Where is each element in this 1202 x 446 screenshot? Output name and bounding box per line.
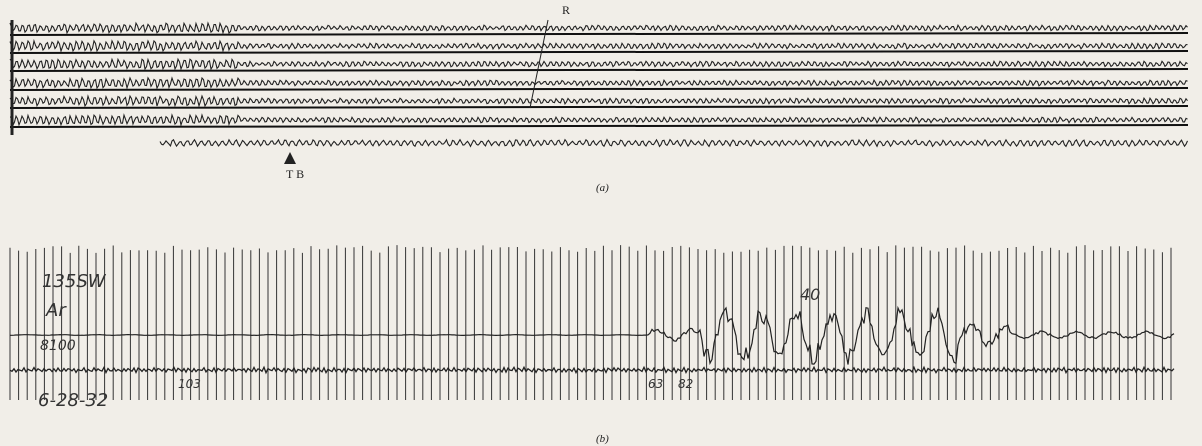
component-label: Ar — [45, 300, 67, 321]
label-tb: T B — [286, 167, 304, 181]
seismogram-a — [9, 20, 1189, 148]
pointer-arrow — [284, 152, 296, 164]
trace — [9, 87, 1189, 91]
trace — [9, 76, 1188, 90]
label-r: R — [562, 3, 570, 17]
trace — [9, 68, 1189, 72]
trace — [9, 124, 1189, 128]
trace — [9, 38, 1188, 53]
trace — [9, 365, 1175, 375]
trace — [9, 32, 1189, 36]
pointer-line — [529, 19, 549, 109]
top-mark: 40 — [800, 285, 820, 304]
station-label: 135SW — [42, 271, 107, 292]
caption-a: (a) — [596, 182, 609, 194]
time-mark: 82 — [678, 377, 693, 391]
trace — [9, 21, 1188, 35]
trace — [9, 105, 1189, 109]
trace — [9, 50, 1189, 54]
trace — [9, 94, 1188, 108]
trace — [9, 57, 1188, 71]
time-mark: 103 — [178, 377, 201, 391]
date-label: 6-28-32 — [38, 390, 108, 411]
seismogram-b — [9, 245, 1175, 400]
time-mark: 63 — [648, 377, 663, 391]
trace — [159, 138, 1189, 148]
trace — [10, 113, 1188, 127]
caption-b: (b) — [596, 433, 609, 445]
trace — [10, 305, 1175, 366]
number-label: 8100 — [40, 338, 76, 354]
